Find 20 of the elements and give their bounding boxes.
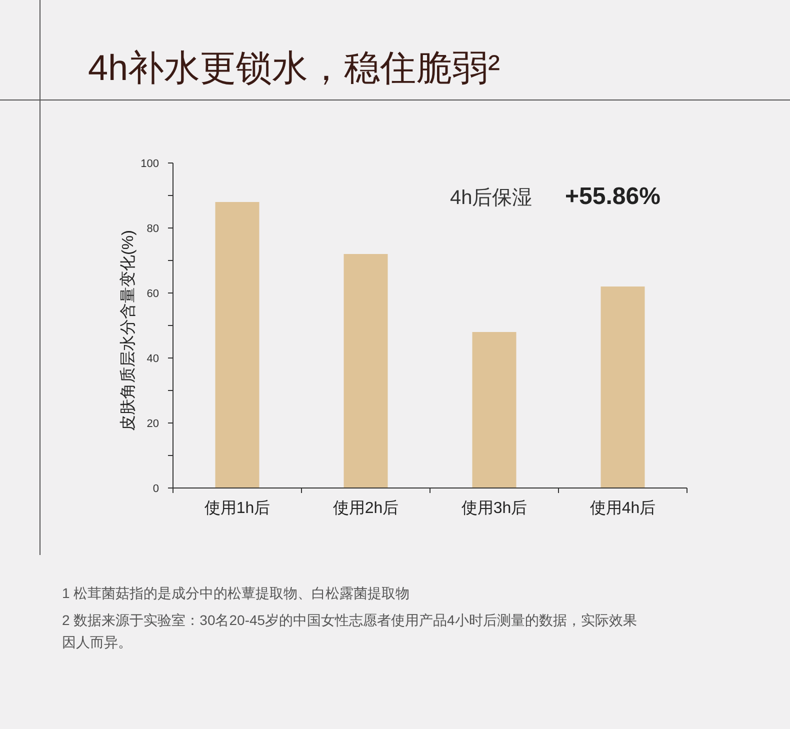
bar <box>215 202 260 488</box>
chart-title: 4h补水更锁水，稳住脆弱² <box>88 47 500 88</box>
bar <box>600 286 645 488</box>
bar <box>344 254 388 488</box>
bar <box>472 332 516 488</box>
y-tick-label: 60 <box>146 288 159 300</box>
x-tick-label: 使用2h后 <box>332 499 399 517</box>
y-axis-title: 皮肤角质层水分含量变化(%) <box>119 230 137 431</box>
y-tick-label: 80 <box>146 223 159 235</box>
y-tick-label: 0 <box>152 483 159 495</box>
y-tick-label: 40 <box>146 353 159 365</box>
annotation: +55.86% <box>565 183 660 210</box>
y-tick-label: 20 <box>146 418 159 430</box>
annotation: 4h后保湿 <box>450 187 532 209</box>
x-tick-label: 使用1h后 <box>204 499 270 517</box>
text: 1 松茸菌菇指的是成分中的松蕈提取物、白松露菌提取物 <box>62 585 410 601</box>
y-tick-label: 100 <box>140 158 159 170</box>
text: 2 数据来源于实验室：30名20-45岁的中国女性志愿者使用产品4小时后测量的数据，实际效果因人而异。 <box>62 612 637 650</box>
x-tick-label: 使用4h后 <box>590 499 656 517</box>
x-tick-label: 使用3h后 <box>461 499 528 517</box>
